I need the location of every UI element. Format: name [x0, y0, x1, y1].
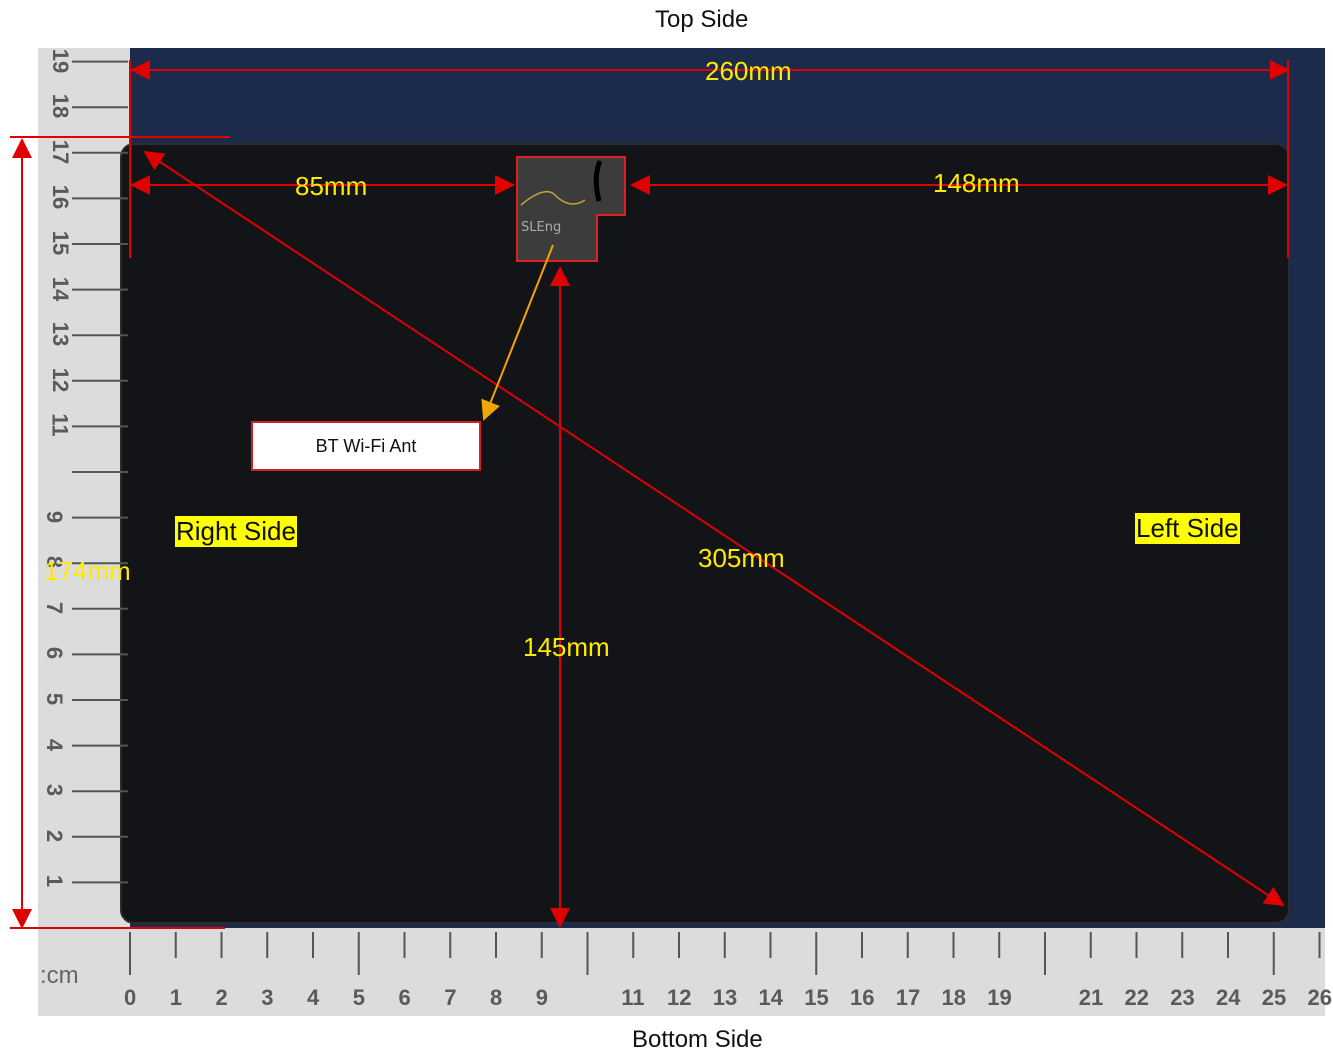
bottom-ruler-number: 26 [1307, 985, 1332, 1010]
antenna-label-box: BT Wi-Fi Ant [251, 421, 481, 471]
diagonal-dimension-line [143, 150, 1285, 907]
bottom-ruler-number: 13 [712, 985, 738, 1010]
antenna-bottom-offset-label: 145mm [523, 632, 610, 662]
bottom-ruler-number: 3 [261, 985, 274, 1010]
bottom-ruler-number: 17 [895, 985, 921, 1010]
width-dimension-label: 260mm [705, 56, 792, 86]
left-ruler [38, 48, 130, 928]
bottom-ruler-number: 7 [444, 985, 457, 1010]
antenna-right-offset-label: 85mm [295, 171, 368, 201]
antenna-callout-arrow [481, 244, 554, 421]
bottom-ruler-number: 2 [215, 985, 228, 1010]
diagonal-dimension-label: 305mm [698, 543, 785, 573]
left-side-label: Left Side [1135, 513, 1240, 544]
right-side-label: Right Side [175, 516, 297, 547]
bottom-ruler-number: 8 [490, 985, 503, 1010]
bottom-ruler-number: 1 [169, 985, 182, 1010]
bottom-ruler-number: 12 [667, 985, 692, 1010]
antenna-left-offset-label: 148mm [933, 168, 1020, 198]
bottom-ruler-number: 9 [535, 985, 548, 1010]
height-dimension-label: 174mm [44, 556, 131, 586]
bottom-ruler [38, 928, 1325, 1016]
bottom-ruler-number: 22 [1124, 985, 1149, 1010]
bottom-ruler-number: 16 [850, 985, 875, 1010]
bottom-ruler-number: 19 [987, 985, 1012, 1010]
bottom-ruler-number: 24 [1216, 985, 1241, 1010]
bottom-ruler-number: 14 [758, 985, 783, 1010]
bottom-ruler-number: 25 [1261, 985, 1287, 1010]
top-side-label: Top Side [655, 6, 749, 33]
bottom-ruler-number: 23 [1170, 985, 1195, 1010]
bottom-ruler-number: 5 [352, 985, 365, 1010]
bottom-ruler-number: 18 [941, 985, 966, 1010]
bottom-ruler-number: 4 [307, 985, 320, 1010]
antenna-label: BT Wi-Fi Ant [315, 435, 417, 456]
ruler-unit-label: :cm [40, 962, 79, 989]
bottom-ruler-number: 6 [398, 985, 411, 1010]
bottom-ruler-number: 15 [804, 985, 829, 1010]
bottom-side-label: Bottom Side [632, 1026, 763, 1053]
bottom-ruler-number: 11 [621, 985, 645, 1010]
bottom-ruler-number: 21 [1078, 985, 1104, 1010]
bottom-ruler-number: 0 [124, 985, 137, 1010]
